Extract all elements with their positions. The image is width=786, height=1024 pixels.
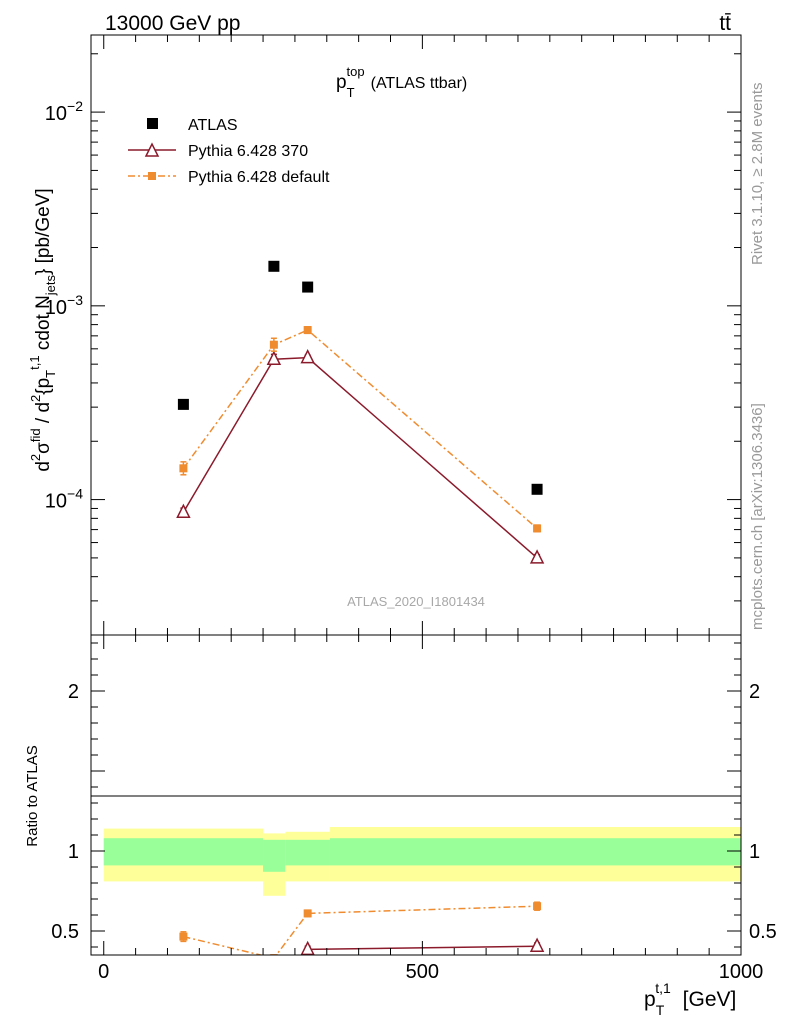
main-point-pythia-6-428-default [179, 464, 188, 473]
main-point-pythia-6-428-default [303, 326, 312, 335]
ratio-point-pythia-6-428-default [179, 932, 188, 941]
ratio-point-pythia-6-428-default [533, 902, 542, 911]
legend-label-atlas: ATLAS [188, 117, 238, 134]
legend-marker-pythia370 [144, 142, 160, 157]
ratio-uncertainty-bands [103, 827, 741, 896]
process-label: tt̄ [719, 12, 731, 35]
x-tick-label: 500 [406, 961, 439, 983]
main-point-pythia-6-428-370 [300, 349, 315, 364]
main-point-pythia-6-428-370 [266, 350, 282, 366]
ratio-point-pythia-6-428-default [303, 909, 312, 918]
main-point-atlas [531, 483, 543, 495]
legend-marker-atlas [147, 118, 158, 129]
main-axes: 10−4 10−3 10−2 [45, 34, 742, 636]
main-y-tick-label: 10−3 [45, 292, 83, 319]
ratio-y-tick-label-left: 2 [68, 681, 79, 703]
main-y-tick-label: 10−4 [45, 486, 83, 513]
energy-label: 13000 GeV pp [105, 12, 240, 35]
ratio-band-inner [263, 839, 286, 872]
main-y-axis-title: d2σfid / d2{pTt,1 cdot Njets} [pb/GeV] [27, 188, 58, 471]
main-y-axis-title-text: d2σfid / d2{pTt,1 cdot Njets} [pb/GeV] [27, 188, 58, 471]
legend-label-pythia370: Pythia 6.428 370 [188, 143, 308, 160]
main-y-tick-label: 10−2 [45, 98, 83, 125]
main-title-superscript: top [347, 64, 365, 79]
mcplots-label: mcplots.cern.ch [arXiv:1306.3436] [749, 403, 766, 630]
ratio-line-pythia-6-428-default [183, 905, 538, 955]
main-line-pythia-6-428-370 [182, 356, 538, 559]
ratio-axes: 0.5 0.5 1 1 2 2 0 500 1000 [51, 634, 777, 983]
ratio-y-tick-label-right: 2 [749, 681, 760, 703]
ratio-point-pythia-6-428-370 [529, 937, 545, 952]
legend: ATLAS Pythia 6.428 370 Pythia 6.428 defa… [128, 117, 330, 186]
main-point-pythia-6-428-default [269, 340, 278, 349]
main-title-rest: (ATLAS ttbar) [371, 75, 468, 92]
main-panel: 10−4 10−3 10−2 ATLAS_2020_I1801434 pTtop (A… [27, 34, 742, 636]
rivet-version-label: Rivet 3.1.10, ≥ 2.8M events [749, 83, 766, 266]
main-title-symbol: p [336, 72, 347, 93]
main-title-subscript: T [347, 85, 355, 100]
ratio-y-tick-label-right: 1 [749, 841, 760, 863]
ratio-point-pythia-6-428-370 [300, 940, 315, 955]
main-point-atlas [177, 398, 189, 410]
ratio-frame [90, 634, 742, 956]
ratio-band-inner [285, 839, 330, 866]
ratio-panel: 0.5 0.5 1 1 2 2 0 500 1000 Ratio to ATLAS pTt,1 … [24, 634, 777, 1018]
main-line-pythia-6-428-default [182, 329, 538, 529]
ratio-band-inner [329, 838, 741, 866]
main-point-pythia-6-428-default [533, 524, 542, 533]
main-point-atlas [302, 281, 314, 293]
analysis-watermark: ATLAS_2020_I1801434 [347, 594, 485, 609]
main-point-atlas [268, 260, 280, 272]
legend-marker-pythia-default [148, 172, 156, 180]
ratio-y-tick-label-left: 0.5 [51, 921, 79, 943]
x-tick-label: 0 [98, 961, 109, 983]
main-point-pythia-6-428-370 [176, 503, 191, 519]
ratio-band-inner [103, 838, 264, 866]
x-axis-title: pTt,1 [GeV] [644, 980, 736, 1018]
ratio-plot-marks [179, 901, 545, 955]
main-title: pTtop (ATLAS ttbar) [336, 64, 467, 100]
legend-label-pythia-default: Pythia 6.428 default [188, 169, 330, 186]
main-point-pythia-6-428-370 [529, 549, 545, 564]
ratio-y-axis-title: Ratio to ATLAS [24, 745, 41, 846]
main-plot-marks [176, 260, 545, 564]
x-tick-label: 1000 [719, 961, 764, 983]
ratio-y-tick-label-left: 1 [68, 841, 79, 863]
ratio-y-tick-label-right: 0.5 [749, 921, 777, 943]
